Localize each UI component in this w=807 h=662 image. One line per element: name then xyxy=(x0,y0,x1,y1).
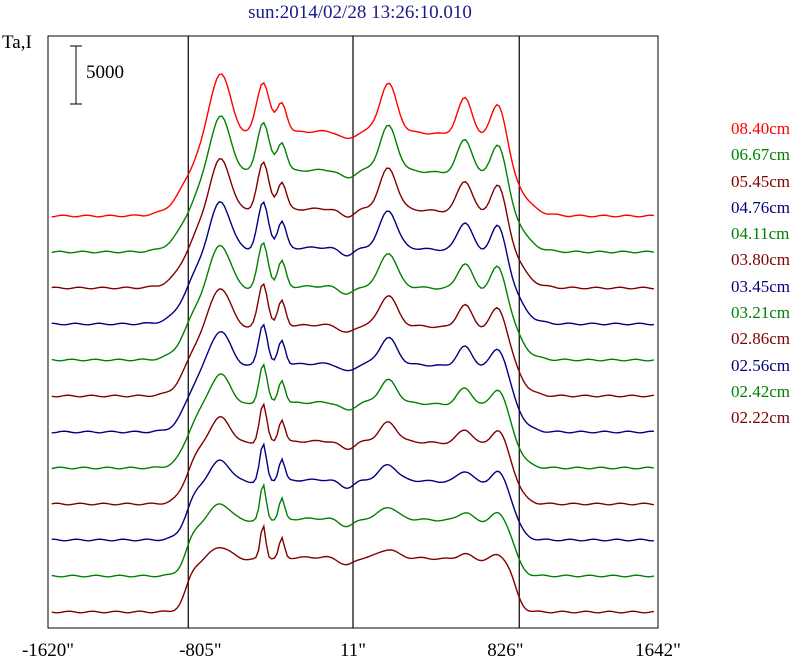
x-tick-label: -805" xyxy=(179,640,222,661)
legend-item: 03.21cm xyxy=(731,303,791,323)
legend-item: 02.42cm xyxy=(731,381,791,401)
x-tick-label: -1620" xyxy=(22,640,74,661)
series-line xyxy=(51,282,654,398)
series-line xyxy=(51,241,655,362)
series-line xyxy=(51,200,654,326)
series-line xyxy=(51,73,654,218)
legend-item: 02.56cm xyxy=(731,355,791,375)
series-line xyxy=(51,115,655,254)
chart-title: sun:2014/02/28 13:26:10.010 xyxy=(248,2,472,23)
scale-bar-label: 5000 xyxy=(86,62,124,83)
series-line xyxy=(51,523,655,614)
series-line xyxy=(51,442,654,542)
series-line xyxy=(51,482,655,578)
series-line xyxy=(51,158,654,290)
x-tick-label: 826" xyxy=(487,640,523,661)
legend-item: 08.40cm xyxy=(731,119,791,138)
legend-item: 02.22cm xyxy=(731,408,791,428)
legend-item: 02.86cm xyxy=(731,329,791,349)
legend-item: 05.45cm xyxy=(731,171,791,191)
legend-item: 06.67cm xyxy=(731,145,791,165)
x-tick-label: 1642" xyxy=(635,640,681,661)
legend-item: 03.80cm xyxy=(731,250,791,270)
series-line xyxy=(51,323,654,434)
legend-item: 04.11cm xyxy=(731,224,790,244)
legend-item: 03.45cm xyxy=(731,276,791,296)
legend: 08.40cm 06.67cm 05.45cm 04.76cm 04.11cm 03.80… xyxy=(731,116,790,432)
series-line xyxy=(51,402,655,506)
series-line xyxy=(51,363,655,470)
x-tick-label: 11" xyxy=(340,640,366,661)
legend-item: 04.76cm xyxy=(731,197,791,217)
y-axis-label: Ta,I xyxy=(2,32,32,53)
